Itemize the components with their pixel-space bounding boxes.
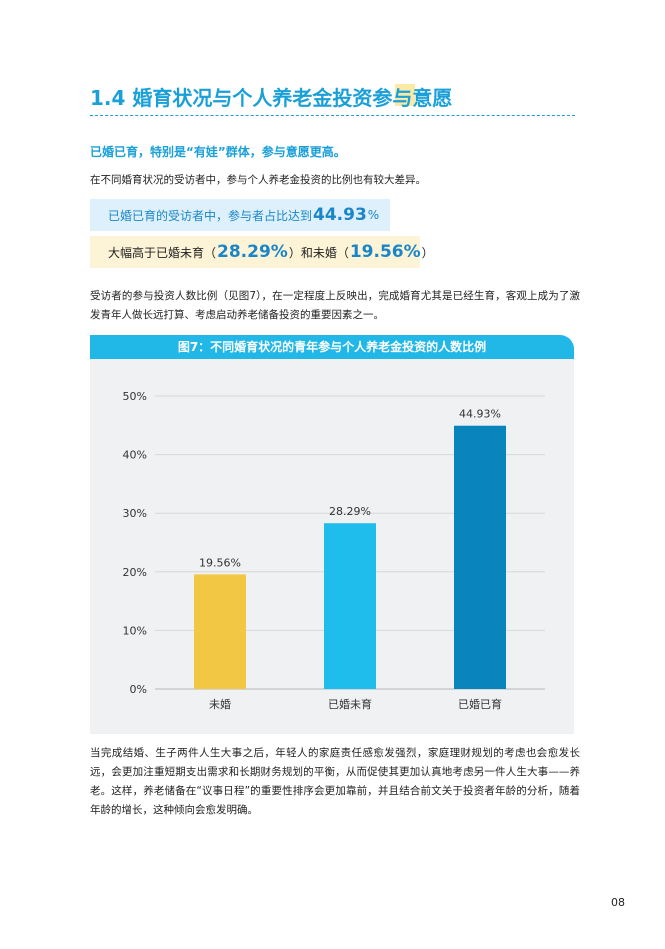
y-tick-label: 20%: [123, 566, 147, 579]
page-number: 08: [611, 896, 625, 909]
title-accent-block: [395, 84, 415, 106]
paragraph-conclusion: 当完成结婚、生子两件人生大事之后，年轻人的家庭责任感愈发强烈，家庭理财规划的考虑…: [90, 747, 580, 816]
chart-title: 图7：不同婚育状况的青年参与个人养老金投资的人数比例: [90, 335, 574, 359]
highlight-mid: ）和未婚（: [288, 245, 349, 260]
intro-text: 在不同婚育状况的受访者中，参与个人养老金投资的比例也有较大差异。: [90, 174, 426, 186]
section-subtitle: 已婚已育，特别是“有娃”群体，参与意愿更高。: [90, 145, 346, 159]
bar: [454, 425, 506, 689]
bar: [194, 574, 246, 689]
y-tick-label: 40%: [123, 449, 147, 462]
y-tick-label: 30%: [123, 507, 147, 520]
data-label: 28.29%: [329, 505, 371, 518]
highlight-box-married-with-child: 已婚已育的受访者中，参与者占比达到 44.93 %: [90, 199, 390, 231]
highlight-value-married-no-child: 28.29%: [217, 242, 288, 262]
y-tick-label: 0%: [130, 683, 147, 696]
category-label: 已婚已育: [458, 697, 502, 711]
category-label: 未婚: [209, 697, 231, 711]
data-label: 19.56%: [199, 556, 241, 569]
highlight-unit: %: [367, 208, 380, 222]
highlight-box-comparison: 大幅高于已婚未育（ 28.29% ）和未婚（ 19.56% ）: [90, 236, 434, 268]
bar: [324, 523, 376, 689]
paragraph-analysis: 受访者的参与投资人数比例（见图7），在一定程度上反映出，完成婚育尤其是已经生育，…: [90, 290, 580, 321]
y-tick-label: 50%: [123, 390, 147, 403]
y-tick-label: 10%: [123, 624, 147, 637]
highlight-text: 已婚已育的受访者中，参与者占比达到: [108, 208, 313, 223]
category-label: 已婚未育: [328, 697, 372, 711]
bar-chart: 0% 10% 20% 30% 40% 50% 19.56% 未婚 28.29% 已婚未育 44.93…: [123, 390, 545, 711]
section-title: 1.4 婚育状况与个人养老金投资参与意愿: [90, 86, 453, 110]
title-divider: [90, 115, 575, 116]
highlight-prefix: 大幅高于已婚未育（: [108, 245, 217, 260]
highlight-value-unmarried: 19.56%: [349, 242, 421, 262]
data-label: 44.93%: [459, 408, 501, 421]
highlight-value: 44.93: [313, 205, 367, 225]
highlight-suffix: ）: [421, 245, 434, 260]
